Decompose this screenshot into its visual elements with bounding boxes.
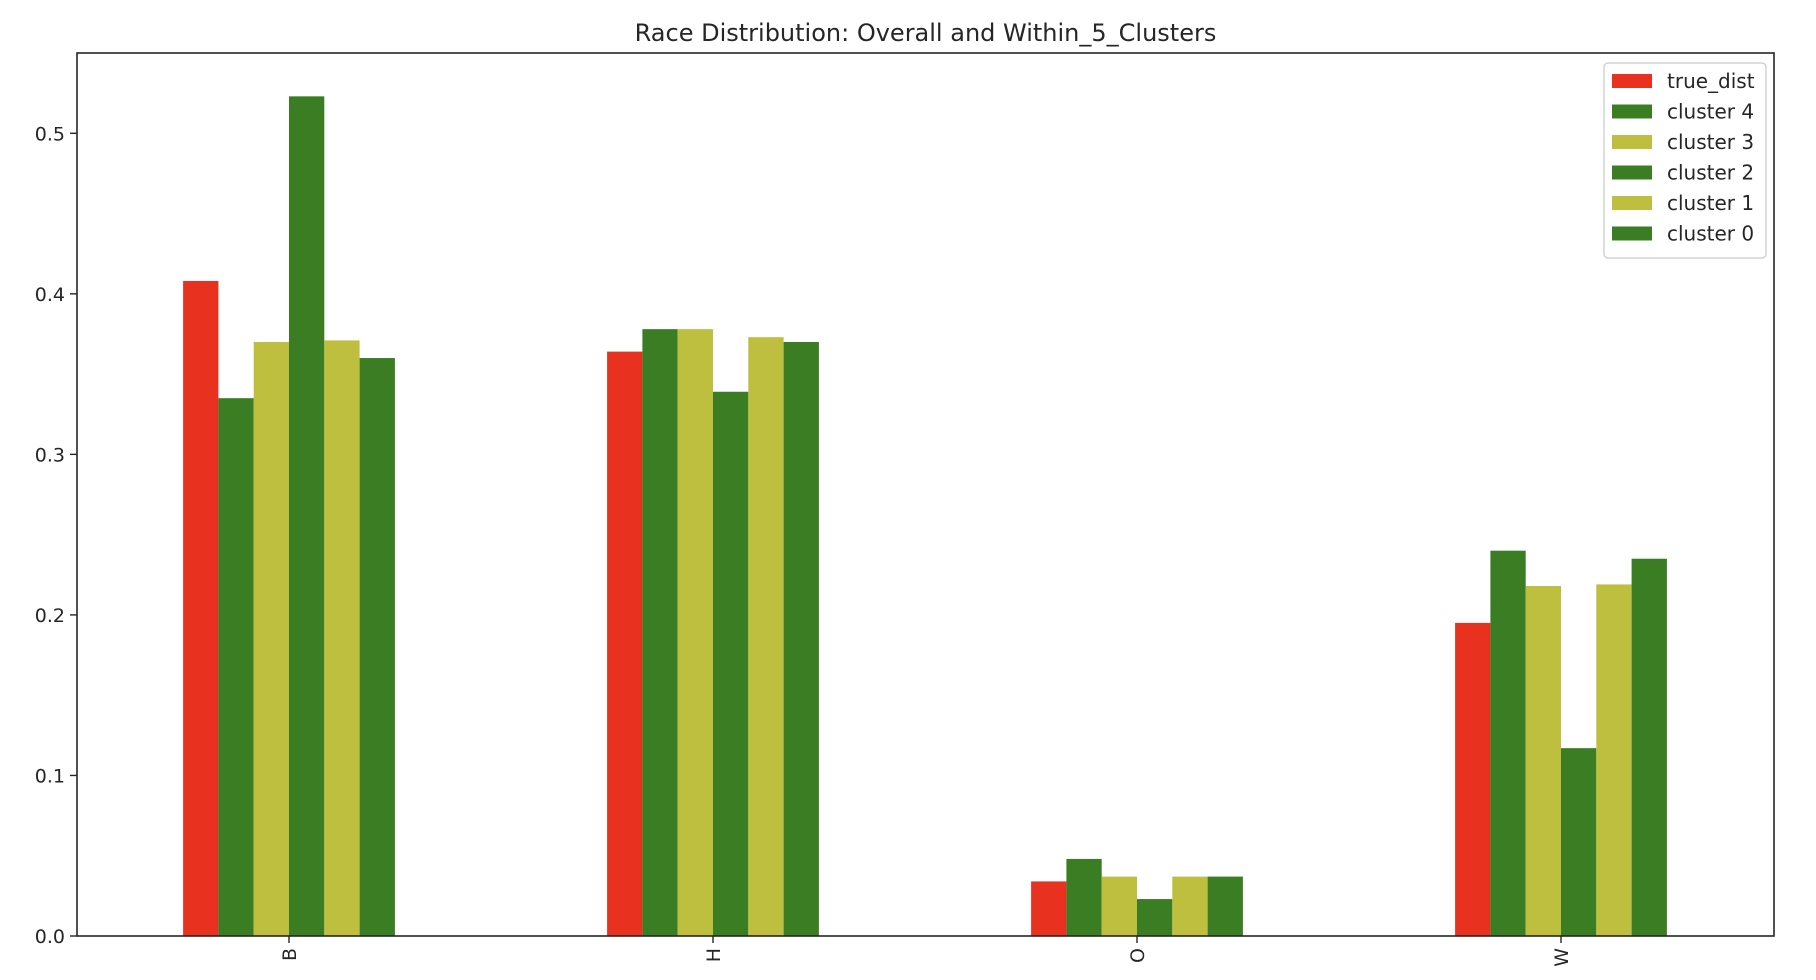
legend-label: cluster 2 (1667, 161, 1754, 185)
bar-H-cluster-1 (748, 337, 784, 936)
bar-W-cluster-1 (1596, 584, 1632, 936)
y-tick-label: 0.0 (35, 926, 65, 948)
y-tick-label: 0.3 (35, 444, 65, 466)
bar-H-cluster-2 (713, 391, 749, 936)
x-tick-label: H (703, 948, 725, 962)
legend-swatch (1612, 226, 1652, 241)
bar-H-cluster-3 (677, 329, 713, 936)
y-axis: 0.0 0.1 0.2 0.3 0.4 0.5 (35, 123, 77, 948)
legend-label: cluster 3 (1667, 130, 1754, 154)
bar-B-cluster-4 (218, 398, 254, 936)
plot-frame (76, 52, 1775, 937)
bar-W-cluster-4 (1490, 550, 1526, 936)
bar-O-true_dist (1031, 881, 1067, 936)
bar-H-true_dist (607, 351, 643, 936)
legend-label: cluster 0 (1667, 222, 1754, 246)
bar-O-cluster-3 (1101, 876, 1137, 936)
bar-O-cluster-1 (1172, 876, 1208, 936)
y-tick-label: 0.4 (35, 284, 65, 306)
bar-H-cluster-4 (642, 329, 678, 936)
bar-B-true_dist (183, 280, 219, 937)
chart-title: Race Distribution: Overall and Within_5_… (635, 19, 1217, 47)
bar-W-cluster-3 (1525, 586, 1561, 936)
legend-label: cluster 1 (1667, 191, 1754, 215)
bar-B-cluster-1 (324, 340, 360, 936)
bar-H-cluster-0 (783, 341, 819, 937)
bar-B-cluster-2 (289, 96, 325, 937)
legend-swatch (1612, 135, 1652, 149)
bar-O-cluster-0 (1207, 876, 1243, 936)
x-tick-label: B (279, 948, 301, 961)
y-tick-label: 0.1 (35, 765, 65, 787)
legend-swatch (1612, 104, 1652, 119)
bar-O-cluster-2 (1137, 899, 1173, 936)
legend-swatch (1612, 74, 1652, 88)
x-tick-label: W (1551, 948, 1573, 967)
bar-B-cluster-0 (359, 358, 395, 936)
bar-W-cluster-0 (1631, 558, 1667, 936)
bars-layer (183, 96, 1667, 937)
bar-O-cluster-4 (1066, 858, 1102, 936)
legend-swatch (1612, 196, 1652, 210)
bar-W-true_dist (1455, 622, 1491, 936)
legend-label: true_dist (1667, 69, 1755, 93)
y-tick-label: 0.2 (35, 605, 65, 627)
legend-label: cluster 4 (1667, 100, 1754, 124)
legend-swatch (1612, 165, 1652, 180)
y-tick-label: 0.5 (35, 123, 65, 145)
bar-B-cluster-3 (253, 341, 289, 937)
x-tick-label: O (1127, 948, 1149, 963)
bar-W-cluster-2 (1561, 748, 1597, 936)
